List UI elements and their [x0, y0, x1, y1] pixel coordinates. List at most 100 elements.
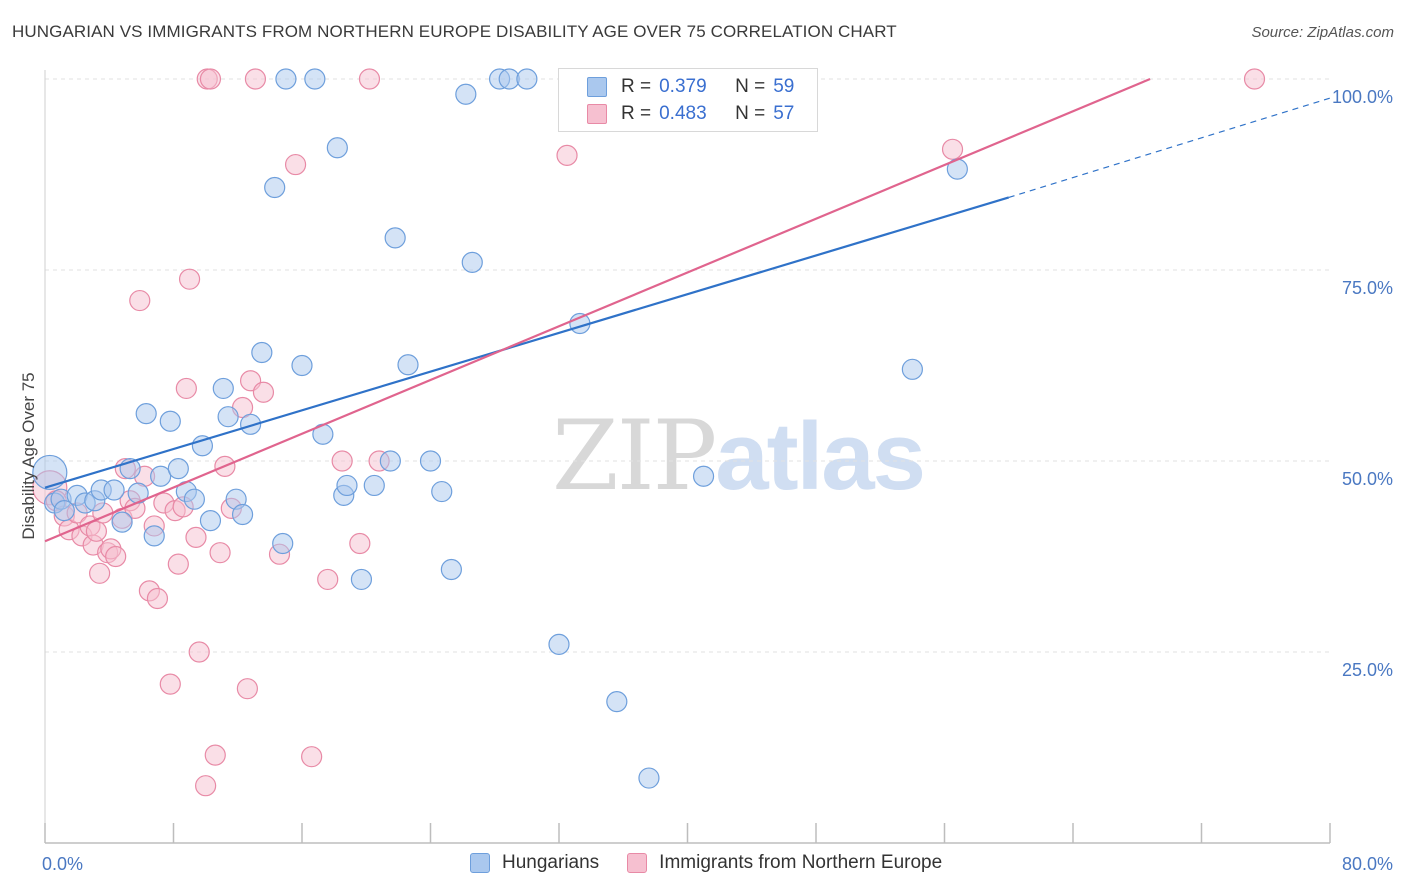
point-hungarians — [32, 454, 68, 491]
point-immigrants — [331, 450, 353, 472]
labels-layer: 25.0% 50.0% 75.0% 100.0% 0.0% 80.0% Disability… — [19, 87, 1393, 874]
point-hungarians — [183, 488, 205, 510]
legend-r-value: 0.483 — [659, 103, 707, 124]
legend-row-hungarians: R = 0.379 N = 59 — [587, 75, 794, 99]
point-immigrants — [252, 381, 275, 403]
y-tick-label: 50.0% — [1342, 469, 1393, 489]
point-hungarians — [397, 354, 419, 376]
legend-row-immigrants: R = 0.483 N = 57 — [587, 102, 794, 126]
legend-n-label: N = — [735, 103, 766, 124]
point-hungarians — [231, 503, 254, 526]
point-hungarians — [143, 525, 165, 547]
point-immigrants — [89, 562, 111, 584]
trend-layer — [44, 77, 1331, 543]
point-immigrants — [317, 568, 339, 591]
point-immigrants — [204, 744, 226, 766]
point-hungarians — [304, 68, 326, 90]
y-axis-label: Disability Age Over 75 — [19, 372, 38, 539]
point-immigrants — [185, 526, 207, 549]
point-immigrants — [188, 641, 210, 663]
point-hungarians — [291, 354, 313, 377]
point-hungarians — [251, 341, 273, 364]
series-label-immigrants: Immigrants from Northern Europe — [659, 852, 943, 873]
point-hungarians — [379, 450, 401, 472]
correlation-legend: R = 0.379 N = 59 R = 0.483 N = 57 — [558, 68, 818, 132]
x-tick-label: 80.0% — [1342, 854, 1393, 874]
points-layer — [32, 68, 1266, 797]
point-hungarians — [419, 450, 442, 472]
legend-swatch-immigrants — [587, 104, 607, 124]
point-immigrants — [349, 532, 371, 555]
point-immigrants — [105, 545, 127, 568]
point-immigrants — [284, 153, 307, 176]
point-hungarians — [150, 465, 172, 487]
point-hungarians — [384, 227, 406, 249]
point-hungarians — [53, 500, 75, 522]
point-hungarians — [606, 691, 628, 713]
series-label-hungarians: Hungarians — [502, 852, 600, 873]
point-immigrants — [146, 587, 169, 610]
series-swatch-immigrants — [627, 853, 648, 873]
y-tick-label: 100.0% — [1332, 87, 1393, 107]
point-immigrants — [209, 542, 231, 564]
legend-r-label: R = — [621, 76, 652, 97]
axes-layer — [44, 70, 1331, 844]
point-hungarians — [461, 251, 483, 273]
series-legend-hungarians[interactable]: Hungarians — [470, 852, 599, 874]
point-hungarians — [272, 532, 294, 555]
point-hungarians — [240, 413, 262, 435]
point-immigrants — [1243, 68, 1266, 90]
point-immigrants — [129, 289, 151, 312]
trendline-extension-hungarians — [1008, 97, 1331, 198]
grid-layer — [45, 78, 1330, 653]
point-immigrants — [358, 68, 381, 90]
x-tick-label: 0.0% — [42, 854, 83, 874]
point-hungarians — [498, 68, 520, 90]
point-hungarians — [431, 480, 453, 503]
trendline-immigrants — [44, 77, 1151, 543]
point-hungarians — [350, 568, 373, 591]
point-immigrants — [178, 268, 201, 290]
legend-n-value: 57 — [773, 103, 795, 124]
point-hungarians — [103, 479, 125, 501]
point-hungarians — [159, 410, 181, 432]
point-immigrants — [941, 138, 964, 160]
legend-r-label: R = — [621, 103, 652, 124]
point-hungarians — [111, 511, 133, 533]
point-hungarians — [212, 377, 234, 400]
point-hungarians — [217, 406, 239, 428]
y-tick-label: 75.0% — [1342, 278, 1393, 298]
point-immigrants — [159, 673, 181, 695]
series-legend: Hungarians Immigrants from Northern Euro… — [470, 852, 970, 874]
point-hungarians — [638, 767, 660, 789]
series-legend-immigrants[interactable]: Immigrants from Northern Europe — [627, 852, 942, 874]
point-hungarians — [275, 68, 297, 90]
point-hungarians — [440, 558, 462, 581]
point-hungarians — [264, 176, 286, 199]
y-tick-label: 25.0% — [1342, 660, 1393, 680]
point-hungarians — [167, 458, 189, 480]
point-immigrants — [167, 553, 189, 575]
point-hungarians — [455, 83, 477, 105]
point-hungarians — [363, 474, 385, 497]
point-immigrants — [85, 520, 108, 542]
point-immigrants — [301, 746, 323, 768]
chart-title: HUNGARIAN VS IMMIGRANTS FROM NORTHERN EU… — [12, 22, 897, 41]
point-hungarians — [326, 137, 348, 159]
series-swatch-hungarians — [470, 853, 490, 873]
legend-n-value: 59 — [773, 76, 795, 97]
point-hungarians — [901, 358, 923, 380]
point-immigrants — [236, 678, 258, 700]
point-immigrants — [195, 775, 217, 797]
point-hungarians — [199, 509, 222, 532]
point-immigrants — [244, 68, 267, 90]
point-hungarians — [692, 465, 715, 487]
point-hungarians — [336, 474, 358, 497]
legend-n-label: N = — [735, 76, 766, 97]
point-immigrants — [199, 68, 222, 90]
point-hungarians — [516, 68, 538, 90]
point-hungarians — [135, 403, 157, 425]
point-hungarians — [548, 633, 570, 655]
point-immigrants — [175, 377, 197, 400]
